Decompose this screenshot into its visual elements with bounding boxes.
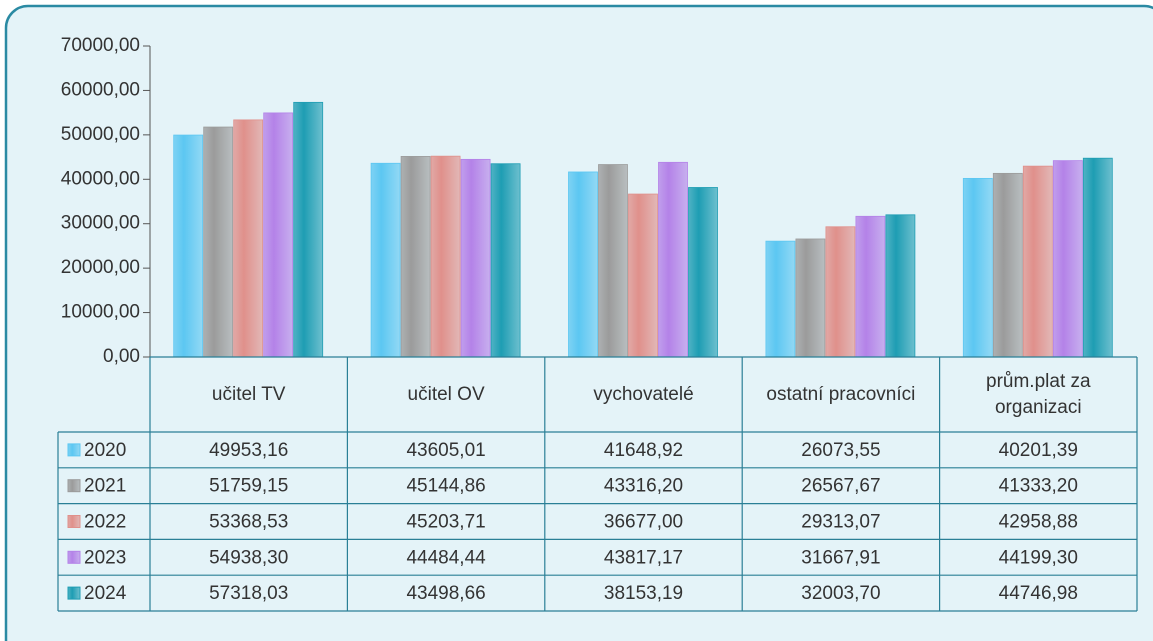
value-label: 42958,88	[999, 512, 1078, 533]
value-label: 44199,30	[999, 547, 1078, 568]
bar	[992, 172, 1023, 358]
value-label: 43817,17	[604, 547, 683, 568]
value-label: 54938,30	[209, 547, 288, 568]
bar	[490, 163, 521, 358]
value-label: 45203,71	[406, 512, 485, 533]
legend-label: 2022	[84, 512, 126, 533]
value-label: 44746,98	[999, 583, 1078, 604]
bar	[598, 164, 628, 358]
bar	[885, 214, 916, 358]
legend-label: 2023	[84, 547, 126, 568]
legend-label: 2020	[84, 440, 126, 461]
bar	[263, 112, 294, 358]
bar	[460, 158, 491, 358]
bar	[173, 134, 204, 358]
bar	[203, 126, 234, 358]
legend-swatch	[67, 586, 81, 600]
value-label: 53368,53	[209, 512, 288, 533]
category-label: učitel TV	[211, 383, 286, 405]
value-label: 38153,19	[604, 583, 683, 604]
y-tick-label: 10000,00	[61, 302, 140, 323]
bar	[795, 238, 826, 358]
category-label-box: ostatní pracovníci	[766, 383, 916, 405]
y-tick-label: 40000,00	[61, 168, 140, 189]
value-label: 26567,67	[801, 476, 880, 497]
y-tick-label: 70000,00	[61, 35, 140, 56]
bar	[568, 171, 598, 358]
value-label: 51759,15	[209, 476, 288, 497]
category-label: vychovatelé	[593, 383, 694, 405]
bar	[855, 215, 886, 358]
category-label: ostatní pracovníci	[766, 383, 916, 405]
value-label: 32003,70	[801, 583, 880, 604]
bar	[233, 119, 264, 358]
legend-label: 2024	[84, 583, 127, 604]
y-tick-label: 60000,00	[61, 79, 140, 100]
legend-swatch	[67, 479, 81, 493]
value-label: 43316,20	[604, 476, 683, 497]
bar	[293, 101, 324, 358]
legend-swatch	[67, 443, 81, 457]
legend-swatch	[67, 550, 81, 564]
y-tick-label: 30000,00	[61, 213, 140, 234]
y-tick-label: 50000,00	[61, 124, 140, 145]
category-label-box: učitel OV	[407, 383, 485, 405]
legend-swatch	[67, 515, 81, 528]
category-label-box: učitel TV	[211, 383, 286, 405]
value-label: 44484,44	[406, 547, 486, 568]
bar	[658, 161, 688, 358]
y-tick-label: 20000,00	[61, 257, 140, 278]
y-tick-label: 0,00	[103, 346, 140, 367]
value-label: 41648,92	[604, 440, 683, 461]
value-label: 40201,39	[999, 440, 1078, 461]
value-label: 36677,00	[604, 512, 683, 533]
bar	[1022, 165, 1053, 358]
bar	[400, 156, 431, 358]
value-label: 57318,03	[209, 583, 288, 604]
value-label: 29313,07	[801, 512, 880, 533]
bar	[1052, 160, 1083, 358]
category-label-box: prům.plat za organizaci	[986, 370, 1091, 418]
value-label: 45144,86	[406, 476, 485, 497]
bar	[370, 162, 401, 358]
bar	[628, 193, 658, 358]
value-label: 31667,91	[801, 547, 880, 568]
legend-label: 2021	[84, 476, 126, 497]
category-label-box: vychovatelé	[593, 383, 694, 405]
value-label: 49953,16	[209, 440, 288, 461]
value-label: 41333,20	[999, 476, 1078, 497]
value-label: 43498,66	[406, 583, 485, 604]
value-label: 43605,01	[406, 440, 485, 461]
bar	[430, 155, 461, 358]
bar	[688, 187, 718, 358]
bar	[825, 226, 856, 358]
bar	[765, 240, 796, 358]
bar	[1082, 157, 1113, 358]
category-label: učitel OV	[407, 383, 485, 405]
category-label: prům.plat za organizaci	[986, 370, 1091, 418]
bar	[962, 177, 993, 358]
value-label: 26073,55	[801, 440, 880, 461]
